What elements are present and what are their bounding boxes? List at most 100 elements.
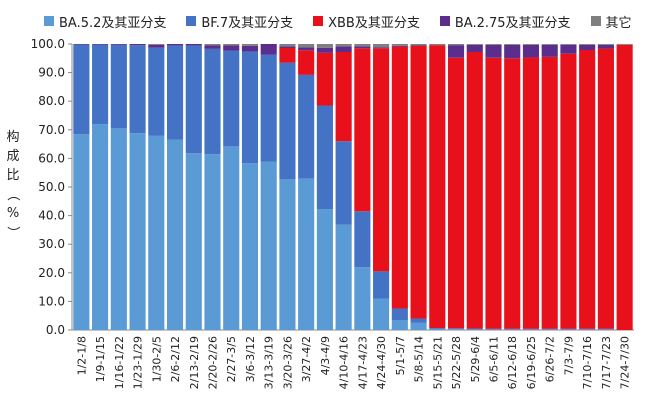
bar-segment-xbb xyxy=(447,57,465,329)
x-tick-label: 4/24-4/30 xyxy=(375,336,388,389)
y-tick-label: 70.0 xyxy=(38,123,65,137)
bar-segment-other xyxy=(148,44,165,45)
bar-segment-ba52 xyxy=(335,224,352,330)
bar-segment-other xyxy=(204,44,221,46)
bar-segment-bf7 xyxy=(504,328,521,330)
bar-segment-bf7 xyxy=(223,50,240,147)
x-tick-label: 1/23-1/29 xyxy=(132,336,145,389)
x-tick-label: 7/10-7/16 xyxy=(581,336,594,389)
bar-segment-ba52 xyxy=(579,329,596,330)
bar-segment-bf7 xyxy=(597,328,614,330)
x-tick-label: 1/30-2/5 xyxy=(150,336,163,382)
bar-segment-ba275 xyxy=(485,44,502,58)
bar-segment-bf7 xyxy=(279,62,296,179)
x-tick-label: 2/27-3/5 xyxy=(225,336,238,382)
bar-segment-ba275 xyxy=(185,44,202,46)
bar-segment-ba275 xyxy=(447,45,465,58)
x-tick-label: 6/5-6/11 xyxy=(488,336,501,382)
bar-segment-ba52 xyxy=(316,209,333,330)
bar-segment-xbb xyxy=(541,56,558,329)
x-tick-label: 5/8-5/14 xyxy=(413,336,426,382)
bar-segment-ba275 xyxy=(148,44,165,48)
bar-segment-other xyxy=(223,44,240,46)
legend-item-ba275: BA.2.75及其亚分支 xyxy=(439,12,571,31)
y-tick-label: 10.0 xyxy=(38,294,65,308)
bar-segment-bf7 xyxy=(335,141,352,225)
bar-segment-ba275 xyxy=(223,45,240,51)
bar-segment-bf7 xyxy=(410,318,427,323)
bar-segment-bf7 xyxy=(373,271,390,299)
bar-segment-ba52 xyxy=(485,329,502,330)
bar-segment-ba275 xyxy=(241,45,259,52)
x-tick-label: 1/16-1/22 xyxy=(113,336,126,389)
bar-segment-ba275 xyxy=(391,45,408,47)
bar-segment-ba275 xyxy=(73,44,90,45)
bar-segment-other xyxy=(335,44,352,47)
bar-segment-ba275 xyxy=(504,44,521,59)
bar-segment-other xyxy=(316,44,333,48)
legend-item-other: 其它 xyxy=(590,12,632,31)
bar-segment-other xyxy=(579,44,596,45)
legend-item-ba52: BA.5.2及其亚分支 xyxy=(44,12,166,31)
bar-segment-bf7 xyxy=(316,105,333,210)
bar-segment-bf7 xyxy=(260,54,277,162)
bar-segment-other xyxy=(560,44,577,45)
bar-segment-bf7 xyxy=(560,328,577,330)
bar-segment-bf7 xyxy=(241,51,259,164)
bar-segment-ba52 xyxy=(241,163,259,330)
legend-item-bf7: BF.7及其亚分支 xyxy=(186,12,293,31)
bar-segment-xbb xyxy=(616,44,633,330)
bar-segment-ba52 xyxy=(522,329,540,330)
bar-segment-ba52 xyxy=(504,329,521,330)
bar-segment-xbb xyxy=(391,46,408,309)
bar-segment-ba52 xyxy=(597,329,614,330)
bar-segment-xbb xyxy=(522,57,540,329)
bar-segment-bf7 xyxy=(579,328,596,330)
bar-segment-bf7 xyxy=(541,328,558,330)
y-tick-label: 90.0 xyxy=(38,66,65,80)
bar-segment-ba275 xyxy=(522,44,540,58)
bar-segment-other xyxy=(410,44,427,46)
y-tick-label: 50.0 xyxy=(38,180,65,194)
bar-segment-xbb xyxy=(298,50,315,75)
y-axis-label-char: 比 xyxy=(6,168,20,183)
y-axis-label-char: 构 xyxy=(6,130,20,145)
bar-segment-ba275 xyxy=(541,44,558,57)
bar-segment-other xyxy=(485,44,502,45)
bar-segment-other xyxy=(391,44,408,46)
chart-legend: BA.5.2及其亚分支 BF.7及其亚分支 XBB及其亚分支 BA.2.75及其… xyxy=(44,8,654,34)
y-tick-label: 60.0 xyxy=(38,151,65,165)
x-tick-label: 3/6-3/12 xyxy=(244,336,257,382)
x-tick-label: 1/9-1/15 xyxy=(94,336,107,382)
bar-segment-xbb xyxy=(466,52,483,329)
x-tick-label: 6/19-6/25 xyxy=(525,336,538,389)
x-tick-label: 3/20-3/26 xyxy=(281,336,294,389)
bar-segment-xbb xyxy=(279,48,296,63)
x-tick-label: 2/20-2/26 xyxy=(207,336,220,389)
bar-segment-bf7 xyxy=(204,48,221,155)
bar-segment-other xyxy=(298,44,315,48)
bar-segment-bf7 xyxy=(185,45,202,154)
x-tick-label: 6/12-6/18 xyxy=(506,336,519,389)
bar-segment-ba275 xyxy=(92,44,109,45)
legend-label-xbb: XBB及其亚分支 xyxy=(328,15,420,31)
bar-segment-ba275 xyxy=(335,46,352,53)
legend-swatch-bf7 xyxy=(186,16,197,26)
bar-segment-ba52 xyxy=(447,329,465,330)
bar-segment-bf7 xyxy=(73,44,90,135)
bar-segment-bf7 xyxy=(92,44,109,125)
y-axis-label-char: % xyxy=(6,206,20,221)
y-tick-label: 40.0 xyxy=(38,209,65,223)
bar-segment-bf7 xyxy=(447,328,465,330)
x-tick-label: 1/2-1/8 xyxy=(75,336,88,375)
bar-segment-ba52 xyxy=(92,124,109,330)
bar-segment-ba52 xyxy=(223,146,240,330)
bar-segment-xbb xyxy=(560,53,577,329)
bar-segment-other xyxy=(597,44,614,45)
x-tick-label: 7/3-7/9 xyxy=(562,336,575,375)
bar-segment-ba52 xyxy=(373,298,390,330)
y-tick-label: 30.0 xyxy=(38,237,65,251)
bar-segment-ba52 xyxy=(129,133,146,330)
bar-segment-other xyxy=(616,44,633,45)
